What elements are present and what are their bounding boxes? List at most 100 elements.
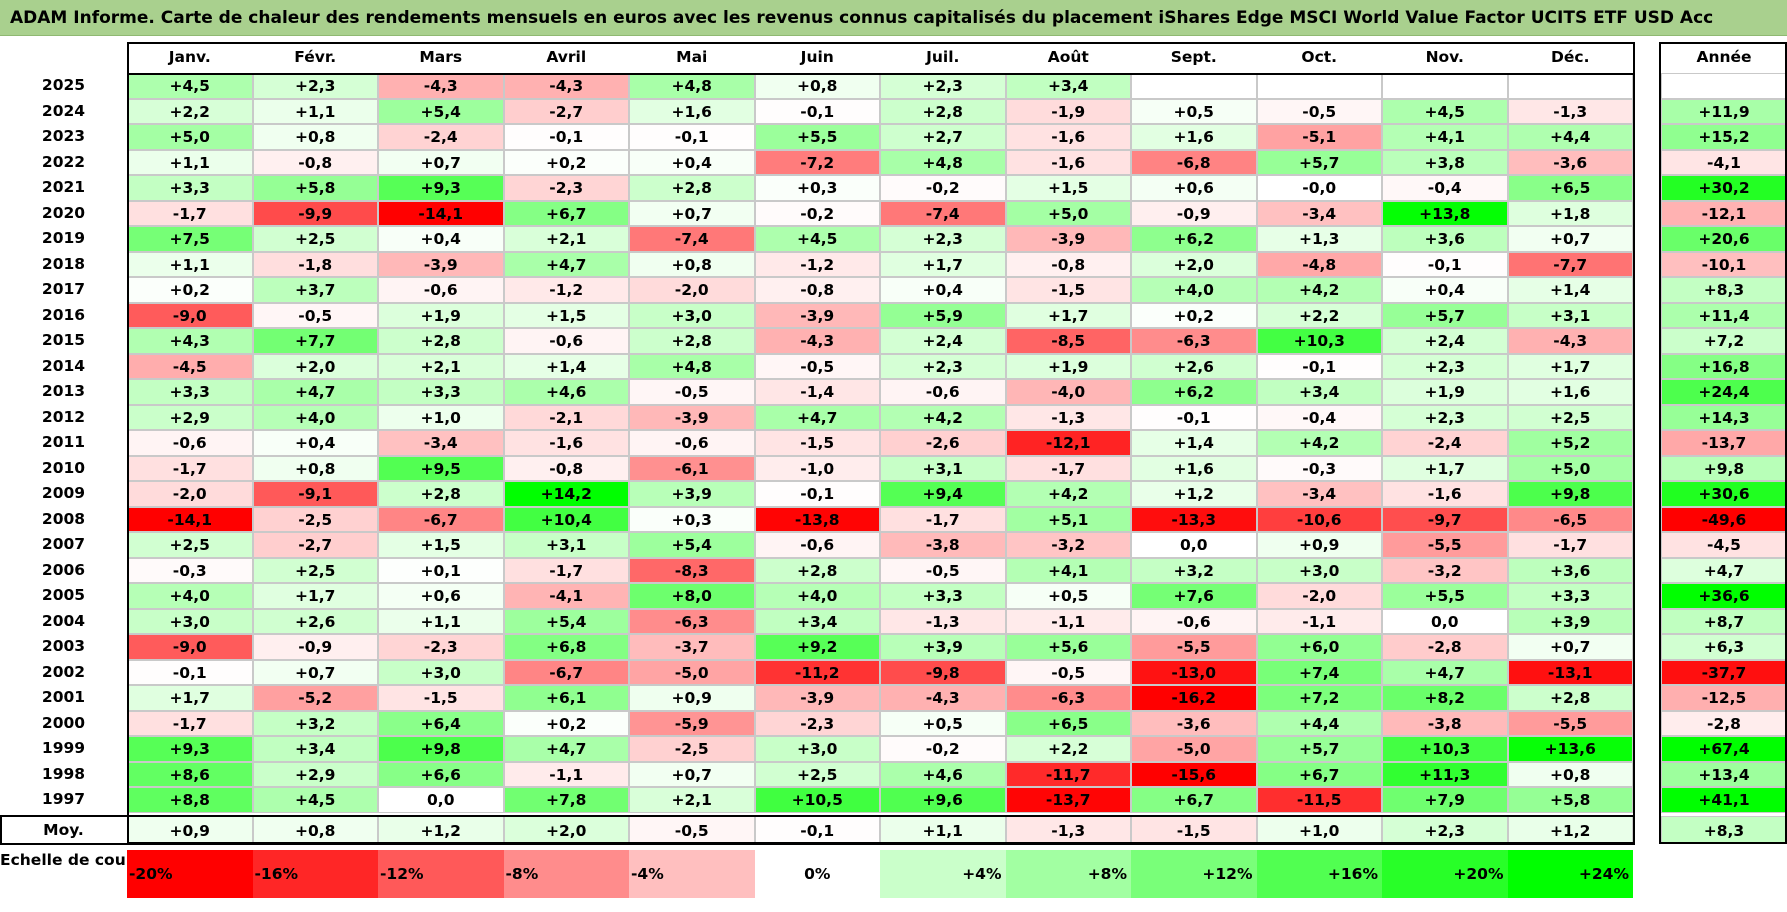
heatmap-cell: +0,2 <box>503 710 629 736</box>
heatmap-cell: +1,4 <box>503 353 629 379</box>
heatmap-cell: +1,8 <box>1507 200 1633 226</box>
heatmap-cell: +4,8 <box>629 353 755 379</box>
heatmap-cell: -0,1 <box>1256 353 1382 379</box>
heatmap-cell: +5,4 <box>629 532 755 558</box>
heatmap-cell: -6,3 <box>629 608 755 634</box>
heatmap-cell: +0,7 <box>629 200 755 226</box>
heatmap-cell: +5,1 <box>1005 506 1131 532</box>
average-annual-cell: +8,3 <box>1661 815 1787 844</box>
year-label: 2014 <box>0 353 127 379</box>
heatmap-cell: -1,7 <box>127 200 253 226</box>
heatmap-cell: -0,3 <box>127 557 253 583</box>
heatmap-cell: +1,1 <box>378 608 504 634</box>
heatmap-cell: -1,7 <box>1005 455 1131 481</box>
heatmap-cell: +4,2 <box>880 404 1006 430</box>
heatmap-cell: -9,1 <box>252 481 378 507</box>
heatmap-cell: -3,9 <box>1005 226 1131 252</box>
color-scale-swatch: -8% <box>503 850 629 898</box>
heatmap-cell: +13,8 <box>1382 200 1508 226</box>
heatmap-cell: +7,7 <box>252 328 378 354</box>
heatmap-cell: -4,8 <box>1256 251 1382 277</box>
heatmap-cell: -4,3 <box>754 328 880 354</box>
heatmap-cell: +6,6 <box>378 761 504 787</box>
heatmap-cell: -4,3 <box>503 73 629 99</box>
heatmap-cell: -4,0 <box>1005 379 1131 405</box>
color-scale-swatch: 0% <box>754 850 880 898</box>
heatmap-cell: -9,7 <box>1382 506 1508 532</box>
heatmap-cell: -13,3 <box>1131 506 1257 532</box>
year-column-header: Année <box>1661 42 1787 73</box>
annual-cell: +16,8 <box>1661 353 1787 379</box>
heatmap-cell: -1,7 <box>880 506 1006 532</box>
heatmap-cell: +3,3 <box>880 583 1006 609</box>
heatmap-cell: +0,4 <box>252 430 378 456</box>
heatmap-cell: +5,0 <box>127 124 253 150</box>
heatmap-cell: +4,5 <box>1382 98 1508 124</box>
heatmap-cell: +1,7 <box>1507 353 1633 379</box>
annual-cell: +13,4 <box>1661 761 1787 787</box>
year-label: 2009 <box>0 481 127 507</box>
heatmap-cell: +2,9 <box>252 761 378 787</box>
heatmap-cell: +2,5 <box>127 532 253 558</box>
heatmap-cell: +2,5 <box>1507 404 1633 430</box>
heatmap-cell: -0,5 <box>1256 98 1382 124</box>
heatmap-cell: +1,9 <box>378 302 504 328</box>
heatmap-cell: +0,1 <box>378 557 504 583</box>
heatmap-cell: +3,9 <box>629 481 755 507</box>
heatmap-cell: +6,7 <box>1256 761 1382 787</box>
heatmap-cell: +0,9 <box>1256 532 1382 558</box>
heatmap-cell: -10,6 <box>1256 506 1382 532</box>
heatmap-cell: +10,3 <box>1382 736 1508 762</box>
heatmap-cell: -0,2 <box>754 200 880 226</box>
annual-cell: +7,2 <box>1661 328 1787 354</box>
heatmap-cell: +1,2 <box>1131 481 1257 507</box>
heatmap-cell: +5,7 <box>1382 302 1508 328</box>
year-label: 2021 <box>0 175 127 201</box>
heatmap-cell: -14,1 <box>127 506 253 532</box>
heatmap-cell: 0,0 <box>378 787 504 813</box>
year-label: 2004 <box>0 608 127 634</box>
heatmap-cell: +1,6 <box>629 98 755 124</box>
heatmap-cell: +2,1 <box>378 353 504 379</box>
year-label: 2008 <box>0 506 127 532</box>
heatmap-cell: +7,4 <box>1256 659 1382 685</box>
heatmap-cell: +10,4 <box>503 506 629 532</box>
heatmap-cell: +3,3 <box>127 175 253 201</box>
heatmap-cell: -0,8 <box>754 277 880 303</box>
heatmap-cell: -1,3 <box>880 608 1006 634</box>
average-cell: +0,8 <box>252 815 378 844</box>
heatmap-cell: +7,2 <box>1256 685 1382 711</box>
heatmap-cell: -1,6 <box>1005 149 1131 175</box>
heatmap-cell: +2,8 <box>378 328 504 354</box>
heatmap-cell: +2,5 <box>252 226 378 252</box>
heatmap-cell: -13,1 <box>1507 659 1633 685</box>
annual-cell: +15,2 <box>1661 124 1787 150</box>
heatmap-cell: -0,1 <box>1382 251 1508 277</box>
heatmap-cell: -9,9 <box>252 200 378 226</box>
heatmap-cell: +2,2 <box>127 98 253 124</box>
heatmap-cell: 0,0 <box>1131 532 1257 558</box>
heatmap-cell: -2,7 <box>503 98 629 124</box>
heatmap-cell: +9,4 <box>880 481 1006 507</box>
heatmap-cell: -4,3 <box>880 685 1006 711</box>
heatmap-cell: -2,6 <box>880 430 1006 456</box>
year-label: 1997 <box>0 787 127 813</box>
heatmap-cell: +0,6 <box>1131 175 1257 201</box>
heatmap-cell: -6,7 <box>378 506 504 532</box>
annual-cell: +11,9 <box>1661 98 1787 124</box>
heatmap-cell: -6,1 <box>629 455 755 481</box>
heatmap-cell: -1,4 <box>754 379 880 405</box>
heatmap-cell: +1,7 <box>880 251 1006 277</box>
heatmap-cell: +9,8 <box>1507 481 1633 507</box>
heatmap-cell: -6,8 <box>1131 149 1257 175</box>
heatmap-cell: +4,7 <box>503 736 629 762</box>
heatmap-cell: +3,1 <box>503 532 629 558</box>
heatmap-cell: +3,1 <box>1507 302 1633 328</box>
average-cell: -0,1 <box>754 815 880 844</box>
heatmap-cell: +2,0 <box>252 353 378 379</box>
heatmap-cell: +2,8 <box>378 481 504 507</box>
heatmap-cell <box>1256 73 1382 99</box>
heatmap-cell: -6,3 <box>1005 685 1131 711</box>
heatmap-cell: +8,0 <box>629 583 755 609</box>
heatmap-cell: +4,8 <box>629 73 755 99</box>
